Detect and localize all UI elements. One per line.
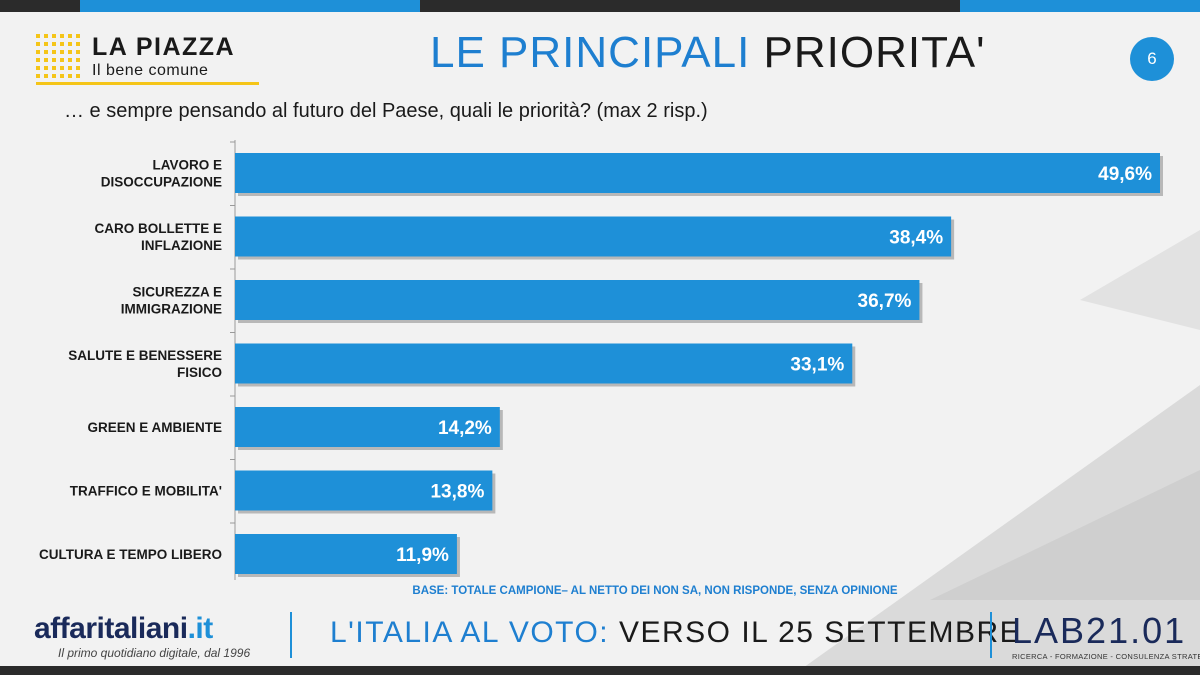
bar bbox=[235, 216, 952, 257]
logo-dot bbox=[68, 58, 72, 62]
logo-dot bbox=[52, 58, 56, 62]
data-label: 49,6% bbox=[1098, 164, 1152, 185]
category-label: INFLAZIONE bbox=[141, 238, 222, 253]
logo-dot bbox=[60, 74, 64, 78]
footer-divider-right bbox=[990, 612, 992, 658]
logo-dot bbox=[60, 42, 64, 46]
category-label: DISOCCUPAZIONE bbox=[101, 175, 222, 190]
brand-title: LA PIAZZA bbox=[92, 33, 236, 61]
logo-dot bbox=[36, 74, 40, 78]
data-label: 14,2% bbox=[438, 418, 492, 439]
survey-question: … e sempre pensando al futuro del Paese,… bbox=[64, 100, 708, 122]
logo-dot bbox=[36, 58, 40, 62]
slide-title: LE PRINCIPALI PRIORITA' bbox=[430, 28, 984, 78]
logo-dot bbox=[44, 50, 48, 54]
data-label: 38,4% bbox=[889, 228, 943, 249]
data-label: 11,9% bbox=[396, 545, 449, 566]
top-bar-accent bbox=[80, 0, 420, 12]
data-label: 36,7% bbox=[858, 291, 912, 312]
bar bbox=[235, 470, 493, 511]
logo-dot bbox=[52, 66, 56, 70]
bar bbox=[235, 153, 1160, 193]
logo-dot bbox=[52, 74, 56, 78]
top-bar-accent-right bbox=[960, 0, 1200, 12]
slide-title-part-2: PRIORITA' bbox=[763, 28, 986, 77]
category-label: TRAFFICO E MOBILITA' bbox=[70, 484, 222, 499]
footer-title-part-1: L'ITALIA AL VOTO: bbox=[330, 616, 610, 649]
logo-dot bbox=[68, 66, 72, 70]
logo-dot bbox=[44, 74, 48, 78]
category-label: CULTURA E TEMPO LIBERO bbox=[39, 547, 222, 562]
category-label: IMMIGRAZIONE bbox=[121, 302, 222, 317]
logo-dot bbox=[76, 34, 80, 38]
logo-dot bbox=[52, 50, 56, 54]
affaritaliani-logo-domain: .it bbox=[187, 612, 214, 645]
logo-dot bbox=[36, 34, 40, 38]
logo-dot bbox=[76, 66, 80, 70]
affaritaliani-logo-name: affaritaliani bbox=[34, 612, 188, 645]
brand-underline bbox=[36, 82, 259, 85]
logo-dot bbox=[52, 34, 56, 38]
affaritaliani-logo: affaritaliani.it bbox=[34, 612, 213, 646]
category-label: SICUREZZA E bbox=[132, 285, 222, 300]
logo-dot bbox=[60, 34, 64, 38]
logo-dot bbox=[44, 66, 48, 70]
logo-dot bbox=[76, 50, 80, 54]
bar bbox=[235, 534, 457, 574]
logo-dot bbox=[44, 42, 48, 46]
logo-dot bbox=[44, 34, 48, 38]
page-number-badge: 6 bbox=[1130, 37, 1174, 81]
logo-dot bbox=[76, 58, 80, 62]
logo-dot bbox=[60, 58, 64, 62]
bar bbox=[235, 343, 853, 384]
category-label: CARO BOLLETTE E bbox=[95, 221, 223, 236]
logo-dot bbox=[44, 58, 48, 62]
logo-dot bbox=[68, 74, 72, 78]
la-piazza-logo-icon bbox=[36, 34, 80, 78]
logo-dot bbox=[68, 42, 72, 46]
logo-dot bbox=[68, 50, 72, 54]
slide-title-part-1: LE PRINCIPALI bbox=[430, 28, 751, 77]
lab2101-logo: LAB21.01 bbox=[1012, 610, 1187, 651]
affaritaliani-tagline: Il primo quotidiano digitale, dal 1996 bbox=[58, 646, 251, 660]
base-note: BASE: TOTALE CAMPIONE– AL NETTO DEI NON … bbox=[412, 585, 898, 597]
logo-dot bbox=[76, 42, 80, 46]
data-label: 33,1% bbox=[790, 355, 844, 376]
bar bbox=[235, 407, 500, 447]
logo-dot bbox=[76, 74, 80, 78]
lab2101-tagline: RICERCA - FORMAZIONE - CONSULENZA STRATE… bbox=[1012, 652, 1200, 661]
bar bbox=[235, 280, 920, 320]
logo-dot bbox=[36, 66, 40, 70]
brand-subtitle: Il bene comune bbox=[92, 62, 209, 79]
category-label: FISICO bbox=[177, 365, 222, 380]
category-label: LAVORO E bbox=[152, 158, 222, 173]
logo-dot bbox=[68, 34, 72, 38]
logo-dot bbox=[60, 66, 64, 70]
logo-dot bbox=[36, 42, 40, 46]
category-label: GREEN E AMBIENTE bbox=[87, 420, 222, 435]
footer-title: L'ITALIA AL VOTO: VERSO IL 25 SETTEMBRE bbox=[330, 616, 1020, 650]
data-label: 13,8% bbox=[430, 482, 484, 503]
footer-divider-left bbox=[290, 612, 292, 658]
category-label: SALUTE E BENESSERE bbox=[68, 348, 222, 363]
top-bar bbox=[0, 0, 1200, 12]
bottom-bar bbox=[0, 666, 1200, 675]
logo-dot bbox=[52, 42, 56, 46]
footer-title-part-2: VERSO IL 25 SETTEMBRE bbox=[618, 616, 1022, 649]
logo-dot bbox=[36, 50, 40, 54]
logo-dot bbox=[60, 50, 64, 54]
